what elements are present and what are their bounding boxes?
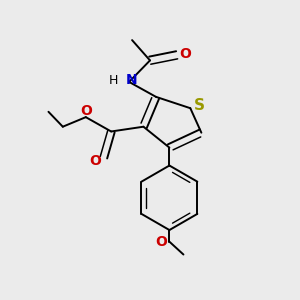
Text: O: O [89, 154, 101, 168]
Text: O: O [179, 46, 191, 61]
Text: H: H [108, 74, 118, 87]
Text: O: O [155, 235, 167, 249]
Text: N: N [126, 74, 138, 87]
Text: O: O [80, 103, 92, 118]
Text: S: S [194, 98, 205, 113]
